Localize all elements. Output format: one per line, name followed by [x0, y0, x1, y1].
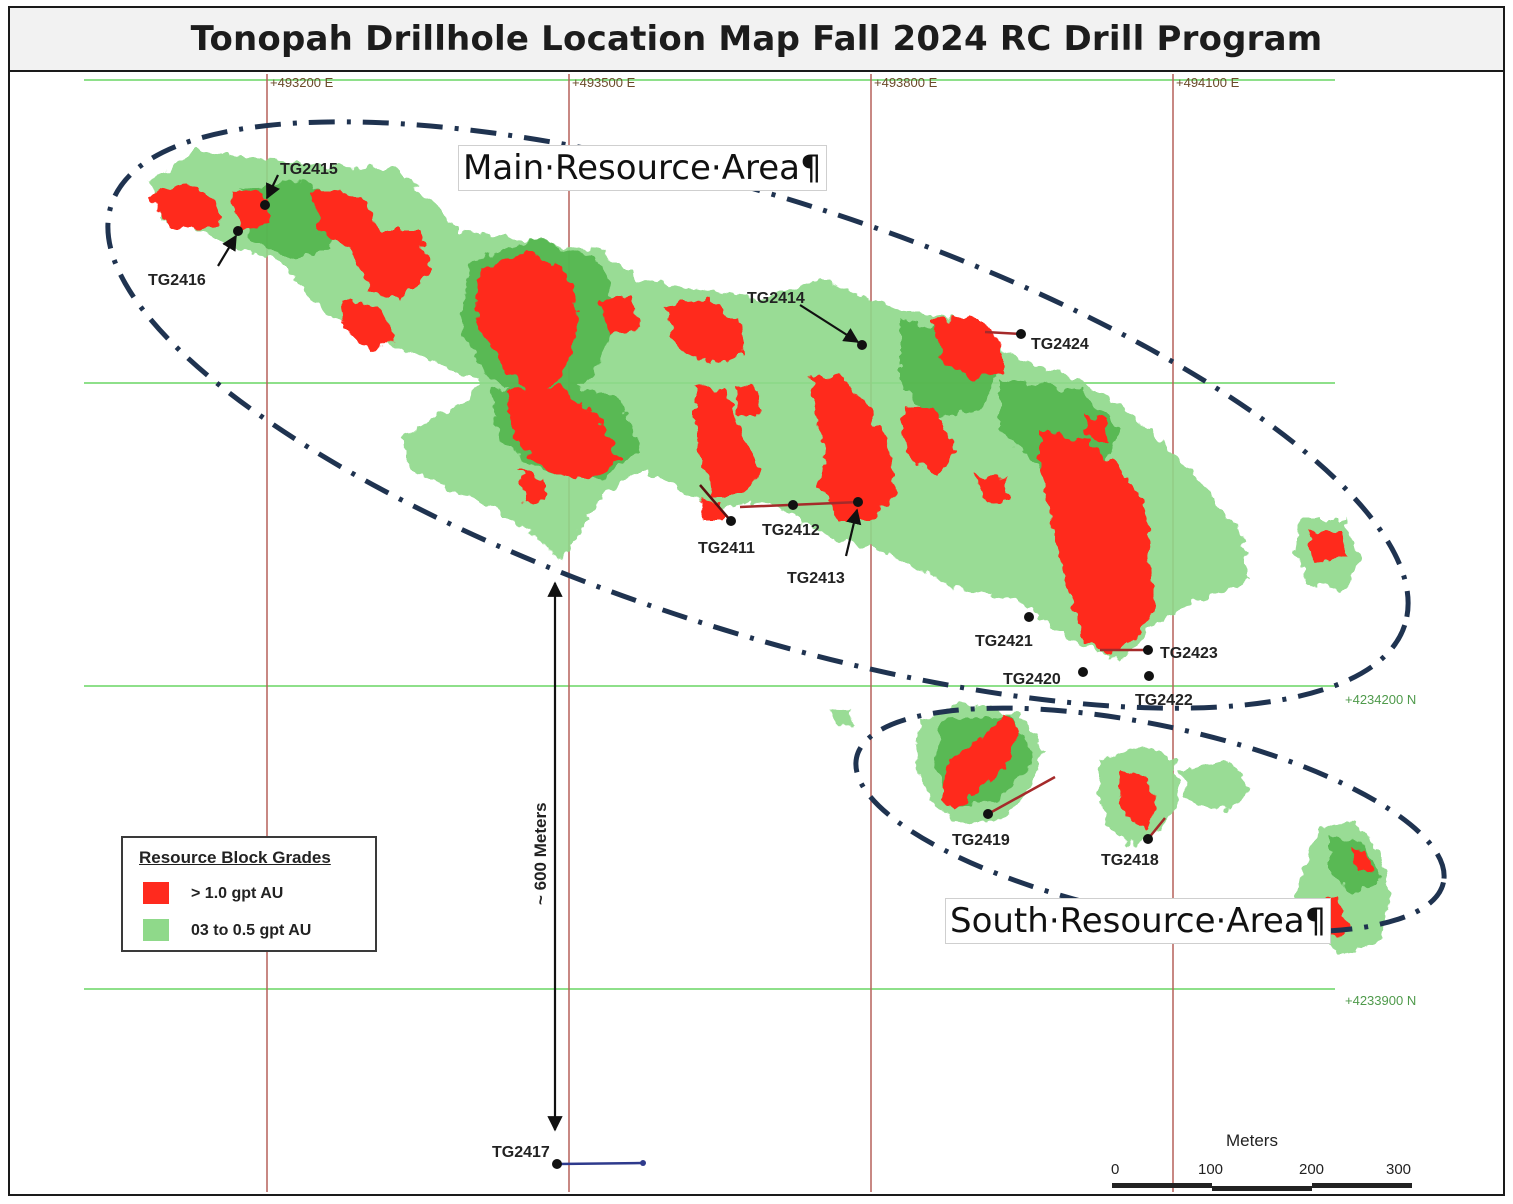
drillhole-label-tg2419: TG2419 — [952, 832, 1010, 849]
scale-unit-label: Meters — [1226, 1131, 1278, 1150]
high-grade-blocks — [150, 182, 1372, 940]
drillhole-label-tg2424: TG2424 — [1031, 336, 1089, 353]
legend-swatch-low-grade — [143, 919, 169, 941]
scale-tick-label: 200 — [1299, 1161, 1324, 1178]
trace-tg2411 — [699, 484, 731, 521]
drillhole-label-tg2422: TG2422 — [1135, 692, 1193, 709]
easting-label: +493500 E — [572, 75, 636, 90]
collar-tg2413 — [853, 497, 863, 507]
northing-label: +4233900 N — [1345, 993, 1416, 1008]
collar-tg2418 — [1143, 834, 1153, 844]
drillhole-label-tg2414: TG2414 — [747, 290, 805, 307]
legend-label-high-grade: > 1.0 gpt AU — [191, 885, 284, 902]
drillhole-label-tg2420: TG2420 — [1003, 671, 1061, 688]
collar-tg2421 — [1024, 612, 1034, 622]
drillhole-label-tg2413: TG2413 — [787, 570, 845, 587]
distance-label: ~ 600 Meters — [531, 802, 550, 905]
easting-label: +493800 E — [874, 75, 938, 90]
legend-title: Resource Block Grades — [139, 848, 331, 867]
collar-tg2419 — [983, 809, 993, 819]
legend-swatch-high-grade — [143, 882, 169, 904]
collar-tg2411 — [726, 516, 736, 526]
collar-tg2414 — [857, 340, 867, 350]
pointer-tg2416 — [217, 234, 237, 267]
main-resource-area-label: Main·Resource·Area¶ — [458, 145, 827, 191]
northing-label: +4234200 N — [1345, 692, 1416, 707]
collar-tg2422 — [1144, 671, 1154, 681]
scale-segment — [1312, 1183, 1412, 1188]
trace-tg2417-end — [640, 1160, 646, 1166]
collar-tg2420 — [1078, 667, 1088, 677]
south-resource-area-text: South·Resource·Area¶ — [950, 901, 1327, 941]
easting-label: +494100 E — [1176, 75, 1240, 90]
scale-tick-label: 0 — [1111, 1161, 1119, 1178]
drill-traces — [699, 330, 1166, 840]
drillhole-label-tg2421: TG2421 — [975, 633, 1033, 650]
map-title: Tonopah Drillhole Location Map Fall 2024… — [190, 19, 1323, 59]
pointer-tg2413 — [844, 508, 862, 557]
drillhole-label-tg2415: TG2415 — [280, 161, 338, 178]
drillhole-label-tg2418: TG2418 — [1101, 852, 1159, 869]
trace-tg2419 — [987, 775, 1056, 816]
drillhole-label-tg2411: TG2411 — [698, 540, 755, 557]
scale-bar: Meters 0 100 200 300 — [1111, 1131, 1412, 1191]
main-resource-area-text: Main·Resource·Area¶ — [463, 148, 822, 188]
drillhole-label-tg2412: TG2412 — [762, 522, 820, 539]
trace-tg2424 — [984, 330, 1022, 336]
legend-label-low-grade: 03 to 0.5 gpt AU — [191, 922, 312, 939]
collar-tg2415 — [260, 200, 270, 210]
collar-tg2416 — [233, 226, 243, 236]
title-bar: Tonopah Drillhole Location Map Fall 2024… — [8, 6, 1505, 72]
pointer-tg2415 — [266, 174, 280, 200]
easting-label: +493200 E — [270, 75, 334, 90]
scale-segment — [1112, 1183, 1212, 1188]
low-grade-blocks — [150, 150, 1390, 955]
grid-lines — [84, 74, 1335, 1192]
south-resource-area-label: South·Resource·Area¶ — [945, 898, 1332, 944]
pointer-tg2414 — [799, 304, 860, 343]
collar-tg2423 — [1143, 645, 1153, 655]
trace-tg2417 — [556, 1161, 644, 1166]
drillhole-label-tg2416: TG2416 — [148, 272, 206, 289]
drillhole-label-tg2423: TG2423 — [1160, 645, 1218, 662]
drillhole-collars — [233, 200, 1154, 1169]
legend: Resource Block Grades > 1.0 gpt AU 03 to… — [121, 836, 377, 952]
collar-tg2424 — [1016, 329, 1026, 339]
scale-tick-label: 100 — [1198, 1161, 1223, 1178]
collar-tg2412 — [788, 500, 798, 510]
drillhole-label-tg2417: TG2417 — [492, 1144, 550, 1161]
scale-segment — [1212, 1186, 1312, 1191]
collar-tg2417 — [552, 1159, 562, 1169]
main-resource-area-outline — [105, 119, 1411, 711]
label-pointers — [217, 174, 862, 1132]
trace-tg2412 — [739, 500, 861, 509]
scale-tick-label: 300 — [1386, 1161, 1411, 1178]
